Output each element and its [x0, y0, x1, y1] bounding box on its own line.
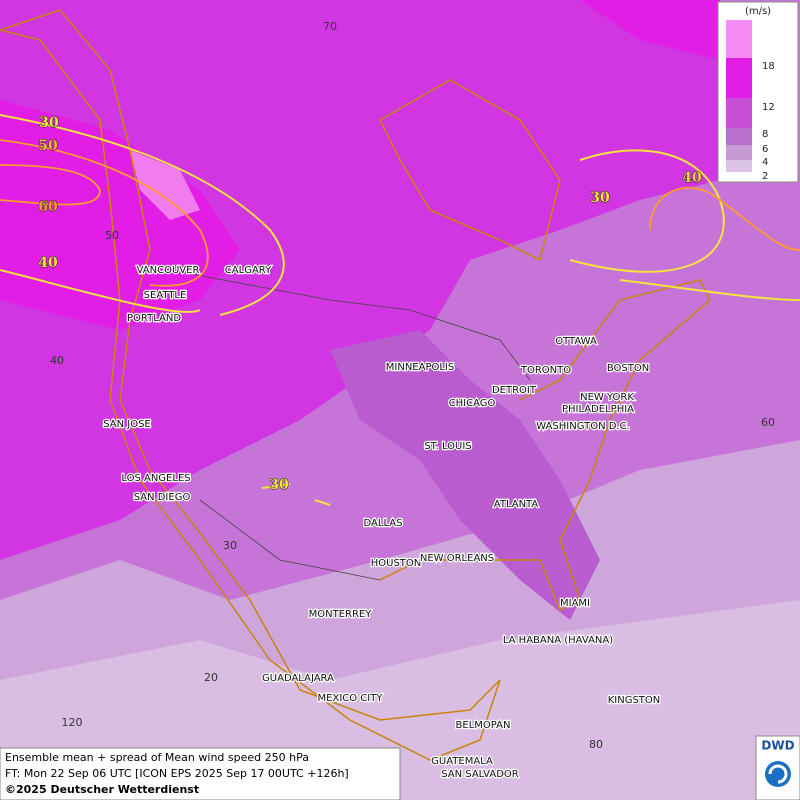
- jet-core: [580, 0, 720, 60]
- city-label: PHILADELPHIA: [562, 404, 634, 415]
- city-label: MIAMI: [560, 598, 590, 609]
- contour-label: 30: [590, 190, 610, 206]
- caption-line: ©2025 Deutscher Wetterdienst: [5, 783, 199, 796]
- city-label: PORTLAND: [127, 313, 181, 324]
- logo-box: [755, 735, 800, 801]
- city-label: TORONTO: [520, 365, 571, 376]
- grid-label: 40: [50, 354, 64, 367]
- legend-tick-label: 8: [762, 129, 768, 140]
- city-label: MEXICO CITY: [318, 693, 384, 704]
- grid-label: 70: [323, 20, 337, 33]
- legend-unit: (m/s): [745, 6, 771, 17]
- city-label: GUADALAJARA: [262, 673, 334, 684]
- mid-region: [330, 330, 600, 620]
- city-label: ST. LOUIS: [424, 441, 471, 452]
- city-label: LA HABANA (HAVANA): [503, 635, 613, 646]
- jet-region: [0, 0, 720, 560]
- city-label: NEW YORK: [580, 392, 634, 403]
- city-label: SAN SALVADOR: [441, 769, 518, 780]
- city-label: DETROIT: [492, 385, 537, 396]
- city-label: HOUSTON: [371, 558, 422, 569]
- city-label: CALGARY: [225, 265, 272, 276]
- city-label: MINNEAPOLIS: [386, 362, 454, 373]
- grid-label: 50: [105, 229, 119, 242]
- city-label: DALLAS: [364, 518, 403, 529]
- caption-line: FT: Mon 22 Sep 06 UTC [ICON EPS 2025 Sep…: [5, 767, 349, 780]
- legend-band: [726, 128, 752, 145]
- city-label: LOS ANGELES: [121, 473, 190, 484]
- logo-swirl: [768, 764, 788, 784]
- legend-band: [726, 160, 752, 172]
- grid-label: 20: [204, 671, 218, 684]
- contour-line: [0, 139, 800, 287]
- city-label: SEATTLE: [144, 290, 187, 301]
- city-label: ATLANTA: [494, 499, 539, 510]
- legend-tick-label: 12: [762, 102, 775, 113]
- city-label: NEW ORLEANS: [420, 553, 494, 564]
- legend-tick-label: 4: [762, 157, 768, 168]
- city-label: VANCOUVER: [137, 265, 200, 276]
- legend-band: [726, 58, 752, 98]
- grid-label: 80: [589, 738, 603, 751]
- legend-band: [726, 20, 752, 58]
- legend-tick-label: 6: [762, 144, 768, 155]
- city-label: BOSTON: [607, 363, 649, 374]
- jet-core: [0, 100, 240, 330]
- city-label: GUATEMALA: [431, 756, 493, 767]
- grid-label: 30: [223, 539, 237, 552]
- legend-band: [726, 145, 752, 160]
- legend-tick-label: 2: [762, 171, 768, 182]
- city-label: OTTAWA: [555, 336, 597, 347]
- contour-label: 30: [39, 115, 59, 131]
- city-label: SAN DIEGO: [134, 492, 191, 503]
- contour-label: 50: [38, 138, 58, 154]
- grid-label: 120: [62, 716, 83, 729]
- coastline: [0, 9, 711, 761]
- grid-label: 60: [761, 416, 775, 429]
- contour-label: 30: [269, 477, 289, 493]
- city-label: KINGSTON: [608, 695, 661, 706]
- jet-max: [130, 150, 200, 220]
- city-label: MONTERREY: [309, 609, 373, 620]
- city-label: BELMOPAN: [456, 720, 511, 731]
- contour-label: 40: [682, 170, 702, 186]
- city-label: WASHINGTON D.C.: [536, 421, 630, 432]
- legend-band: [726, 98, 752, 128]
- contour-label: 40: [38, 255, 58, 271]
- legend-tick-label: 18: [762, 61, 775, 72]
- logo-text: DWD: [761, 739, 794, 753]
- border: [169, 269, 531, 581]
- city-label: SAN JOSE: [103, 419, 151, 430]
- city-label: CHICAGO: [449, 398, 496, 409]
- caption-line: Ensemble mean + spread of Mean wind spee…: [5, 751, 309, 764]
- contour-label: 60: [38, 199, 58, 215]
